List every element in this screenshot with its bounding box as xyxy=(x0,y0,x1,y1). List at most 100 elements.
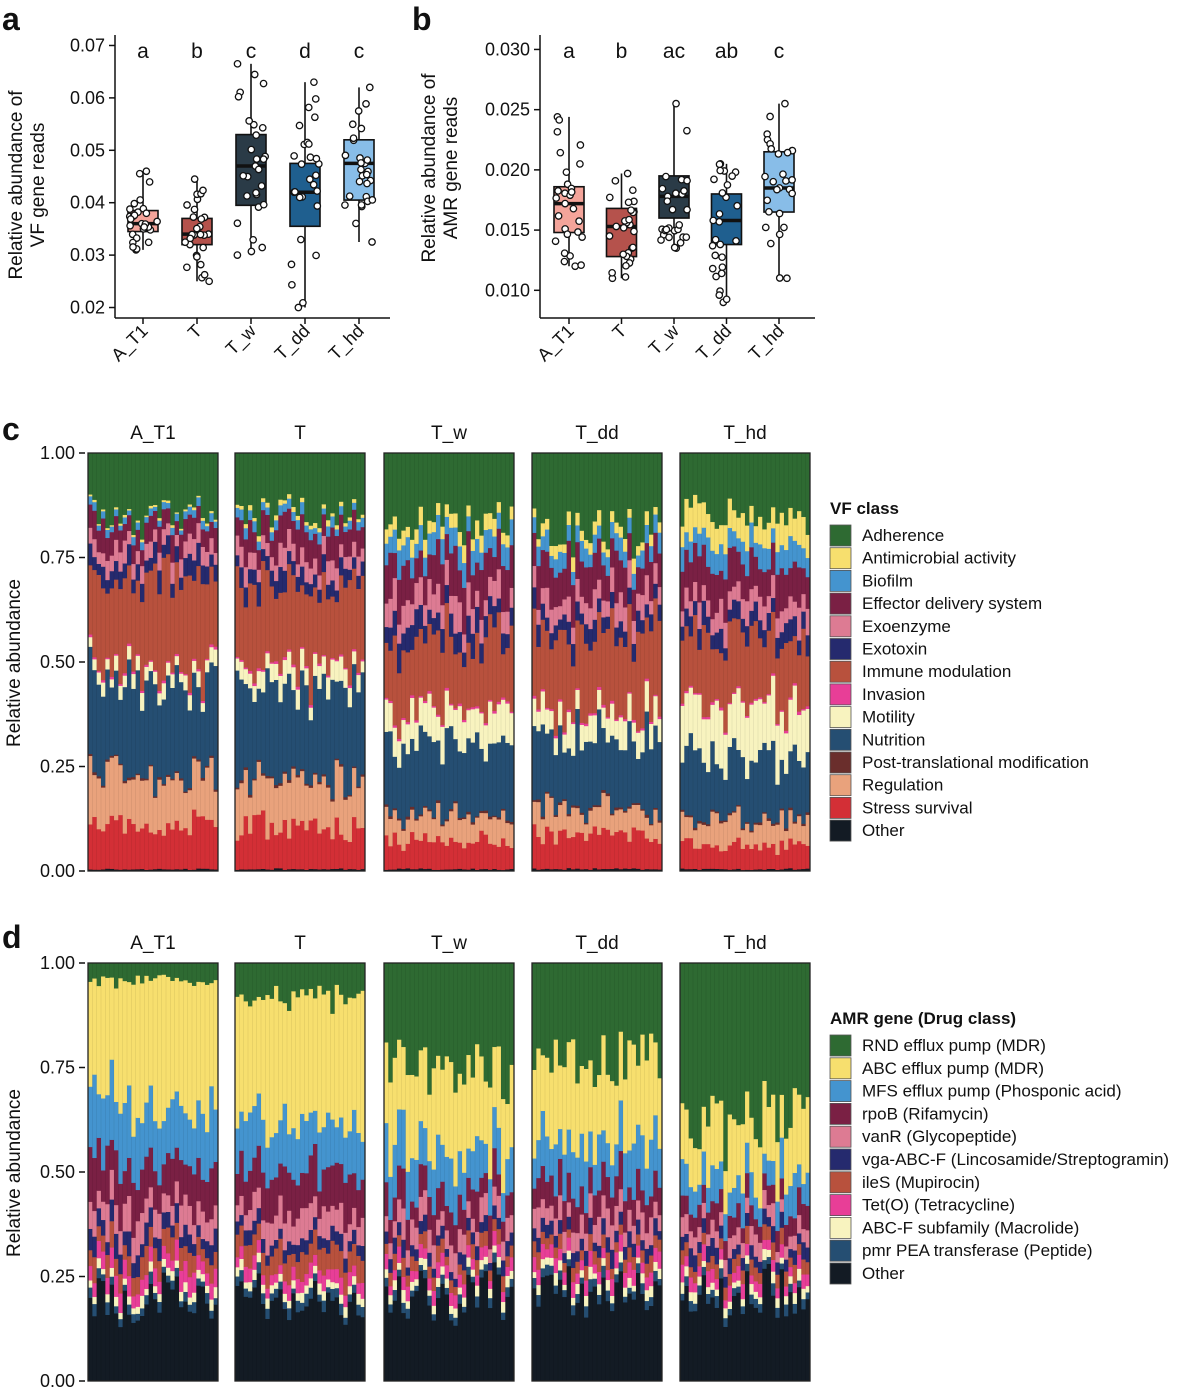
d-segment-abc-efflux-pump-mdr- xyxy=(118,977,124,1114)
c-segment-immune-modulation xyxy=(317,602,323,664)
c-segment-post-translational-modification xyxy=(200,777,206,781)
c-segment-nutrition xyxy=(605,742,611,794)
c-segment-exotoxin xyxy=(334,590,340,603)
d-segment-vga-abc-f-lincosamide-streptogramin- xyxy=(657,1230,663,1240)
c-segment-antimicrobial-activity xyxy=(300,497,305,503)
c-segment-post-translational-modification xyxy=(697,820,703,824)
c-segment-exotoxin xyxy=(397,643,402,674)
d-segment-iles-mupirocin- xyxy=(762,1223,768,1241)
c-segment-exoenzyme xyxy=(278,542,284,568)
d-segment-tet-o-tetracycline- xyxy=(352,1265,357,1277)
c-segment-antimicrobial-activity xyxy=(736,517,742,539)
c-segment-motility xyxy=(261,671,266,693)
b-data-point xyxy=(783,148,792,157)
c-segment-invasion xyxy=(788,697,794,700)
c-segment-other xyxy=(174,868,180,872)
c-segment-motility xyxy=(243,668,249,685)
d-segment-abc-f-subfamily-macrolide- xyxy=(317,1283,323,1295)
c-segment-antimicrobial-activity xyxy=(131,534,137,538)
d-segment-abc-f-subfamily-macrolide- xyxy=(352,1275,357,1285)
d-segment-abc-efflux-pump-mdr- xyxy=(697,1148,703,1185)
c-segment-other xyxy=(575,868,581,872)
c-segment-effector-delivery-system xyxy=(753,556,759,586)
d-segment-rnd-efflux-pump-mdr- xyxy=(256,963,262,997)
d-segment-rnd-efflux-pump-mdr- xyxy=(805,963,811,1098)
d-segment-rpob-rifamycin- xyxy=(200,1179,206,1212)
d-segment-other xyxy=(118,1326,124,1382)
d-segment-vanr-glycopeptide- xyxy=(766,1204,772,1218)
c-segment-antimicrobial-activity xyxy=(287,493,292,499)
c-segment-immune-modulation xyxy=(343,587,349,669)
c-segment-immune-modulation xyxy=(200,583,206,702)
c-segment-immune-modulation xyxy=(360,575,366,660)
d-segment-rpob-rifamycin- xyxy=(644,1204,650,1234)
c-segment-regulation xyxy=(135,774,141,832)
c-segment-post-translational-modification xyxy=(462,817,467,820)
c-segment-immune-modulation xyxy=(187,575,193,693)
c-segment-regulation xyxy=(252,780,258,816)
d-segment-vanr-glycopeptide- xyxy=(256,1187,262,1209)
d-segment-iles-mupirocin- xyxy=(501,1275,506,1293)
c-segment-immune-modulation xyxy=(109,588,115,677)
c-segment-effector-delivery-system xyxy=(801,567,807,595)
c-segment-invasion xyxy=(710,701,716,705)
d-segment-pmr-pea-transferase-peptide- xyxy=(405,1308,411,1319)
d-segment-abc-f-subfamily-macrolide- xyxy=(360,1298,366,1308)
d-segment-other xyxy=(360,1316,366,1382)
b-data-point xyxy=(782,177,790,185)
c-segment-exoenzyme xyxy=(114,539,119,562)
d-segment-abc-efflux-pump-mdr- xyxy=(579,1065,585,1134)
d-segment-pmr-pea-transferase-peptide- xyxy=(644,1300,650,1311)
d-segment-abc-f-subfamily-macrolide- xyxy=(618,1251,624,1263)
d-segment-other xyxy=(775,1317,781,1382)
c-segment-invasion xyxy=(657,716,663,720)
d-segment-abc-f-subfamily-macrolide- xyxy=(727,1301,733,1310)
c-segment-biofilm xyxy=(339,505,344,515)
d-segment-pmr-pea-transferase-peptide- xyxy=(579,1277,585,1284)
c-segment-antimicrobial-activity xyxy=(601,541,607,553)
c-segment-regulation xyxy=(805,814,811,846)
c-segment-antimicrobial-activity xyxy=(239,505,245,510)
d-segment-mfs-efflux-pump-phosponic-acid- xyxy=(684,1163,690,1196)
d-segment-abc-f-subfamily-macrolide- xyxy=(148,1261,154,1272)
c-segment-immune-modulation xyxy=(431,634,437,707)
d-segment-abc-efflux-pump-mdr- xyxy=(213,979,219,1110)
d-segment-tet-o-tetracycline- xyxy=(488,1280,493,1289)
d-segment-other xyxy=(501,1319,506,1382)
c-segment-antimicrobial-activity xyxy=(88,494,93,497)
c-segment-motility xyxy=(170,673,176,688)
c-segment-regulation xyxy=(618,809,624,831)
d-segment-vga-abc-f-lincosamide-streptogramin- xyxy=(740,1257,746,1271)
c-segment-adherence xyxy=(384,453,389,530)
c-segment-antimicrobial-activity xyxy=(144,515,150,518)
c-segment-adherence xyxy=(122,453,128,515)
c-segment-post-translational-modification xyxy=(243,767,249,771)
c-segment-stress-survival xyxy=(101,830,106,870)
c-segment-exotoxin xyxy=(588,628,594,651)
d-segment-pmr-pea-transferase-peptide- xyxy=(693,1303,698,1312)
d-segment-vga-abc-f-lincosamide-streptogramin- xyxy=(710,1237,716,1256)
c-legend-label: Regulation xyxy=(862,776,943,795)
c-segment-exoenzyme xyxy=(101,552,106,567)
d-segment-pmr-pea-transferase-peptide- xyxy=(183,1291,189,1302)
c-facet-border xyxy=(679,452,811,872)
c-segment-biofilm xyxy=(601,552,607,566)
d-segment-abc-f-subfamily-macrolide- xyxy=(453,1308,459,1318)
c-segment-invasion xyxy=(562,732,568,735)
c-segment-invasion xyxy=(706,716,711,720)
c-segment-adherence xyxy=(304,453,310,523)
d-segment-vga-abc-f-lincosamide-streptogramin- xyxy=(605,1236,611,1253)
d-segment-pmr-pea-transferase-peptide- xyxy=(745,1263,750,1272)
c-legend-swatch xyxy=(829,706,852,728)
d-segment-vga-abc-f-lincosamide-streptogramin- xyxy=(330,1225,336,1241)
d-segment-iles-mupirocin- xyxy=(256,1223,262,1241)
c-segment-adherence xyxy=(649,453,654,535)
d-segment-vga-abc-f-lincosamide-streptogramin- xyxy=(745,1212,750,1226)
d-segment-rnd-efflux-pump-mdr- xyxy=(479,963,485,1057)
c-segment-invasion xyxy=(766,693,772,696)
a-data-point xyxy=(259,79,268,88)
c-segment-nutrition xyxy=(614,738,620,808)
d-segment-vanr-glycopeptide- xyxy=(153,1209,158,1238)
d-segment-other xyxy=(801,1309,807,1382)
d-segment-tet-o-tetracycline- xyxy=(532,1256,537,1273)
